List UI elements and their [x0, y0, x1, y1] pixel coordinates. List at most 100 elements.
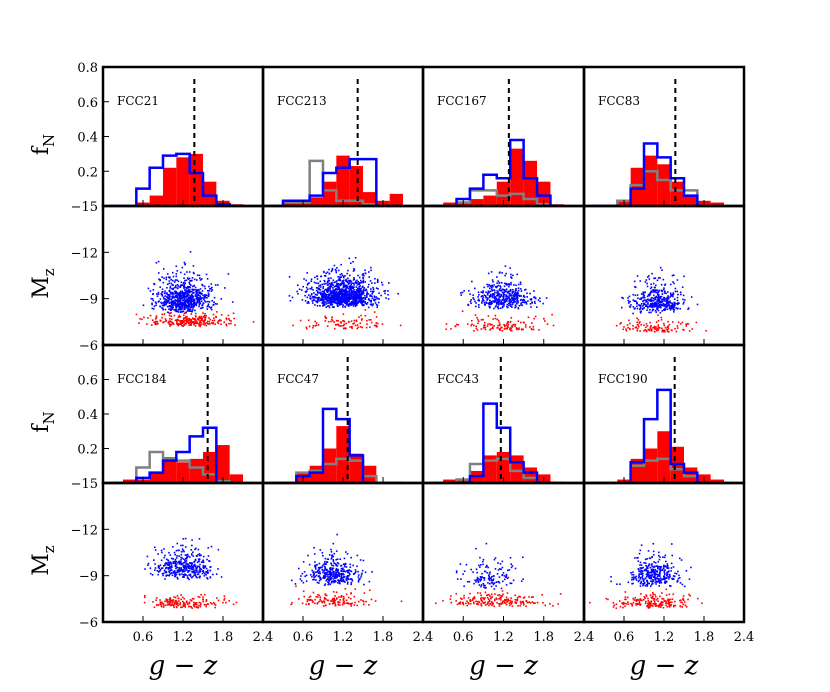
- blue-point: [336, 267, 338, 269]
- blue-point: [485, 301, 487, 303]
- red-point: [181, 606, 184, 608]
- blue-point: [330, 548, 332, 551]
- blue-point: [655, 291, 658, 294]
- blue-point: [329, 291, 332, 293]
- red-point: [360, 314, 362, 317]
- blue-point: [186, 556, 188, 559]
- red-point: [337, 320, 339, 322]
- red-point: [165, 598, 168, 600]
- red-point: [657, 327, 659, 330]
- blue-point: [160, 549, 163, 552]
- red-point: [188, 319, 190, 322]
- blue-point: [155, 302, 157, 305]
- red-point: [315, 324, 318, 327]
- blue-point: [333, 285, 336, 288]
- red-point: [306, 598, 309, 601]
- red-point: [650, 604, 653, 607]
- blue-point: [342, 573, 344, 575]
- blue-point: [175, 566, 178, 568]
- blue-point: [505, 295, 507, 298]
- blue-point: [339, 284, 342, 287]
- red-point: [625, 603, 628, 605]
- red-point: [638, 603, 640, 605]
- blue-point: [502, 572, 505, 574]
- blue-point: [333, 298, 336, 300]
- blue-point: [647, 293, 650, 296]
- blue-point: [490, 575, 493, 578]
- blue-point: [328, 285, 331, 288]
- panel-fcc47: [261, 343, 425, 624]
- blue-point: [326, 299, 328, 301]
- blue-point: [370, 290, 372, 293]
- blue-point: [158, 278, 160, 281]
- blue-point: [664, 284, 666, 286]
- blue-point: [647, 303, 649, 305]
- red-point: [487, 315, 490, 317]
- blue-point: [335, 564, 338, 566]
- red-point: [499, 596, 501, 599]
- red-point: [498, 328, 501, 331]
- red-point: [199, 604, 202, 606]
- blue-point: [192, 308, 194, 310]
- blue-point: [341, 299, 343, 302]
- blue-point: [324, 572, 326, 574]
- red-point: [339, 599, 342, 601]
- red-point: [157, 322, 159, 325]
- panel-fcc21: [101, 65, 265, 347]
- blue-point: [369, 295, 371, 297]
- blue-point: [175, 549, 178, 552]
- blue-point: [184, 291, 187, 294]
- blue-point: [324, 565, 326, 568]
- blue-point: [189, 295, 192, 297]
- blue-point: [510, 563, 513, 565]
- blue-point: [356, 295, 358, 298]
- blue-point: [359, 297, 361, 300]
- red-point: [682, 597, 684, 600]
- blue-point: [171, 306, 174, 309]
- blue-point: [183, 291, 186, 294]
- blue-point: [482, 563, 484, 566]
- red-point: [559, 593, 562, 595]
- blue-point: [315, 282, 317, 284]
- blue-point: [193, 288, 196, 291]
- blue-point: [346, 290, 349, 293]
- red-point: [153, 321, 155, 323]
- blue-point: [336, 293, 339, 296]
- blue-point: [498, 289, 501, 291]
- red-point: [232, 603, 235, 606]
- blue-point: [502, 302, 505, 305]
- blue-point: [353, 284, 355, 286]
- blue-point: [636, 557, 638, 559]
- red-point: [185, 321, 188, 323]
- blue-point: [169, 573, 171, 576]
- blue-point: [330, 302, 332, 305]
- blue-point: [511, 296, 514, 299]
- blue-point: [169, 554, 172, 556]
- blue-point: [649, 287, 652, 290]
- red-point: [650, 329, 653, 332]
- blue-histogram-line: [269, 157, 403, 206]
- red-point: [637, 599, 640, 601]
- red-point: [488, 600, 490, 603]
- red-point: [696, 597, 699, 600]
- red-point: [179, 319, 182, 322]
- blue-point: [171, 287, 173, 290]
- blue-point: [210, 566, 212, 568]
- red-point: [475, 327, 478, 330]
- red-point: [337, 604, 340, 606]
- red-point: [655, 603, 657, 605]
- blue-point: [331, 298, 334, 301]
- blue-point: [492, 583, 495, 586]
- red-point: [514, 325, 516, 328]
- blue-point: [157, 565, 160, 567]
- red-point: [643, 329, 645, 332]
- red-point: [189, 321, 192, 324]
- blue-point: [170, 308, 172, 310]
- red-point: [159, 599, 161, 601]
- red-point: [299, 319, 302, 322]
- blue-point: [197, 560, 200, 563]
- blue-point: [477, 304, 480, 306]
- blue-point: [669, 302, 672, 304]
- blue-point: [663, 291, 666, 293]
- red-point: [176, 603, 178, 605]
